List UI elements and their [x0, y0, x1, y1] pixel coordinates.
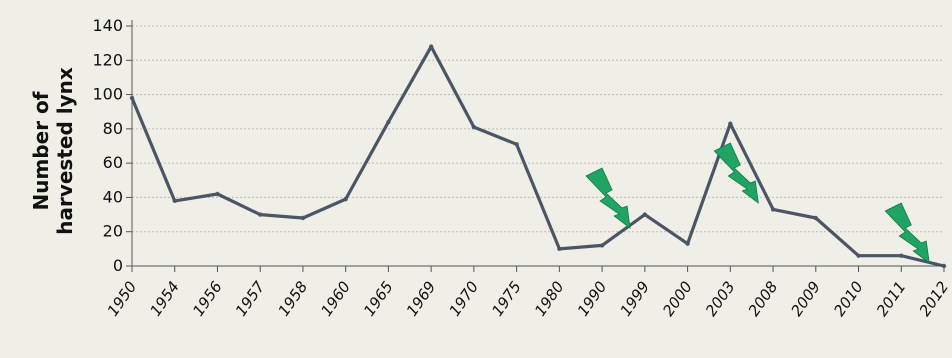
y-tick-label: 120	[92, 50, 123, 69]
x-tick-label: 1969	[403, 278, 440, 320]
x-tick-label: 2010	[830, 278, 867, 320]
data-series	[129, 44, 947, 269]
x-tick-label: 2003	[702, 278, 739, 320]
x-tick-label: 1999	[616, 278, 653, 320]
data-point	[215, 191, 220, 197]
data-point	[172, 198, 177, 204]
x-tick-label: 1965	[360, 278, 397, 320]
x-tick-label: 2000	[659, 278, 696, 320]
y-tick-label: 40	[103, 187, 123, 206]
x-tick-label: 1950	[104, 278, 141, 320]
data-point	[343, 196, 348, 202]
lightning-bolt-icon	[713, 142, 759, 204]
data-point	[599, 243, 605, 248]
data-point	[129, 95, 135, 101]
data-point	[728, 121, 733, 126]
x-tick-label: 1960	[317, 278, 354, 320]
x-tick-label: 1954	[146, 278, 183, 320]
data-point	[557, 246, 562, 252]
lightning-bolt-icon	[585, 167, 631, 229]
lightning-bolt-icon	[884, 202, 930, 264]
data-point	[941, 263, 947, 269]
x-tick-label: 1975	[488, 278, 525, 320]
data-point	[258, 212, 263, 217]
x-tick-label: 2009	[787, 278, 824, 320]
y-tick-label: 100	[92, 85, 123, 104]
x-tick-label: 1980	[531, 278, 568, 320]
y-tick-label: 20	[103, 222, 123, 241]
y-axis-label-line-2: harvested lynx	[53, 67, 77, 235]
x-tick-label: 2011	[873, 278, 910, 320]
data-point	[514, 142, 519, 147]
x-tick-label: 2008	[745, 278, 782, 320]
data-point	[386, 119, 391, 125]
data-point	[300, 215, 306, 221]
y-tick-label: 80	[103, 119, 123, 138]
data-point	[813, 215, 818, 221]
y-tick-label: 60	[103, 153, 123, 172]
data-point	[471, 124, 477, 130]
y-tick-label: 140	[92, 16, 123, 35]
data-point	[428, 44, 434, 49]
x-tick-label: 1957	[232, 278, 269, 320]
x-axis: 1950 1954 1956 1957 1958 1960 1965 1969 1970 1975…	[104, 265, 952, 320]
data-point	[856, 253, 861, 258]
x-tick-label: 1970	[446, 278, 483, 320]
data-point	[642, 212, 648, 217]
x-tick-label: 1958	[275, 278, 312, 320]
annotations	[585, 142, 930, 264]
gridlines	[132, 25, 944, 233]
data-point	[770, 207, 776, 212]
series-line	[130, 44, 946, 268]
y-tick-label: 0	[113, 256, 123, 275]
x-tick-label: 1990	[574, 278, 611, 320]
x-tick-label: 2012	[916, 278, 952, 320]
x-tick-label: 1956	[189, 278, 226, 320]
data-point	[685, 241, 690, 246]
data-point	[899, 253, 904, 258]
y-axis: 0 20 40 60 80 100 120 140	[92, 16, 133, 275]
y-axis-label-line-1: Number of	[29, 91, 53, 210]
